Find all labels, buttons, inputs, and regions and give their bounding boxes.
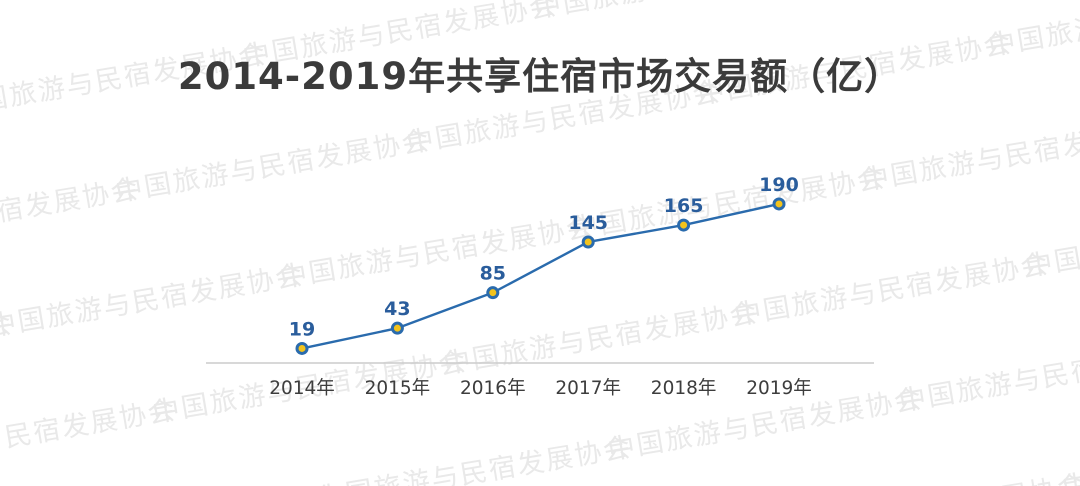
series-line	[300, 202, 781, 350]
x-tick-label: 2018年	[651, 378, 717, 399]
value-label: 85	[480, 263, 506, 285]
value-label: 190	[759, 174, 799, 196]
data-point-marker	[772, 197, 786, 211]
x-tick-label: 2019年	[746, 378, 812, 399]
value-label: 165	[664, 195, 704, 217]
data-point-marker	[295, 341, 309, 355]
x-tick-label: 2015年	[365, 378, 431, 399]
value-label: 145	[568, 212, 608, 234]
data-point-marker	[677, 218, 691, 232]
x-tick-label: 2016年	[460, 378, 526, 399]
x-tick-label: 2017年	[555, 378, 621, 399]
x-tick-label: 2014年	[269, 378, 335, 399]
data-point-marker	[581, 235, 595, 249]
value-label: 43	[384, 298, 410, 320]
data-point-marker	[390, 321, 404, 335]
chart-title: 2014-2019年共享住宿市场交易额（亿）	[177, 55, 903, 98]
value-label: 19	[289, 318, 315, 340]
data-point-marker	[486, 286, 500, 300]
